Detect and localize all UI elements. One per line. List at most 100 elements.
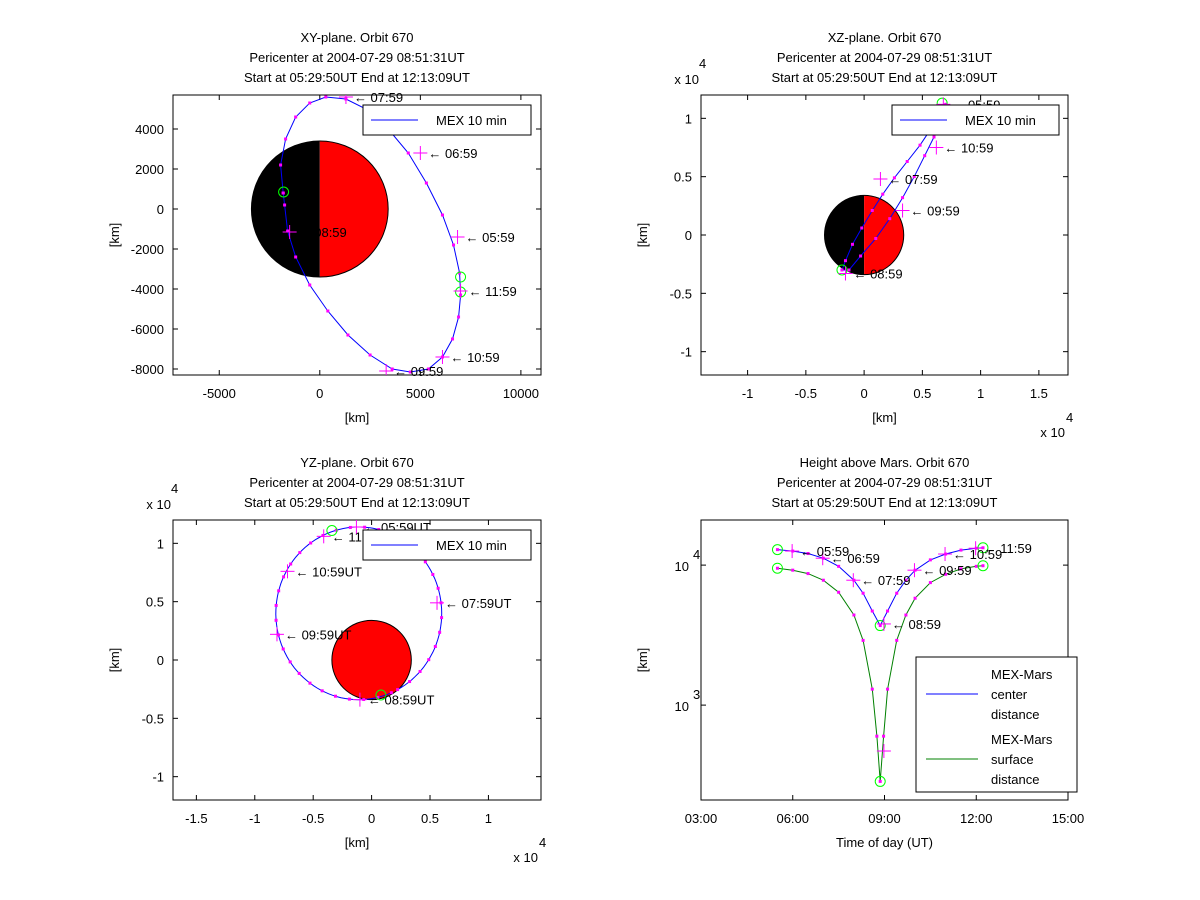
x-multiplier: x 10 <box>513 850 538 865</box>
y-axis-label: [km] <box>635 223 650 248</box>
chart-title-line: Pericenter at 2004-07-29 08:51:31UT <box>777 50 992 65</box>
time-label: ← 09:59 <box>911 204 960 219</box>
series-dot <box>944 572 948 576</box>
orbit-dot <box>438 630 442 634</box>
orbit-dot <box>408 680 412 684</box>
x-tick-label: 0 <box>368 811 375 826</box>
series-dot <box>870 609 874 613</box>
legend-label: MEX-Mars <box>991 667 1053 682</box>
orbit-dot <box>843 259 847 263</box>
x-tick-label: 0.5 <box>913 386 931 401</box>
time-label: ← 09:59 <box>394 364 443 379</box>
orbit-dot <box>396 688 400 692</box>
y-tick-label: 10 <box>675 559 689 574</box>
orbit-dot <box>346 333 350 337</box>
marker-circle <box>874 620 886 632</box>
mars-disk <box>331 619 412 701</box>
series-dot <box>928 558 932 562</box>
orbit-dot <box>288 660 292 664</box>
series-dot <box>878 779 882 783</box>
x-axis-label: [km] <box>345 835 370 850</box>
x-tick-label: 0.5 <box>421 811 439 826</box>
orbit-dot <box>320 689 324 693</box>
time-label: ← 11:59 <box>469 284 517 299</box>
x-tick-label: 15:00 <box>1052 811 1085 826</box>
y-tick-exponent: 4 <box>693 547 700 562</box>
x-multiplier: x 10 <box>1040 425 1065 440</box>
x-axis-label: [km] <box>872 410 897 425</box>
x-tick-label: -0.5 <box>795 386 817 401</box>
marker-circle <box>874 775 886 787</box>
marker-circle <box>326 525 338 536</box>
time-label: ← 09:59UT <box>285 627 352 642</box>
x-multiplier-exponent: 4 <box>539 835 546 850</box>
orbit-dot <box>433 644 437 648</box>
time-label: ← 08:59 <box>853 267 902 282</box>
series-line <box>777 565 984 782</box>
series-dot <box>878 624 882 628</box>
x-tick-label: 0 <box>860 386 867 401</box>
mars-outline <box>250 140 389 278</box>
series-dot <box>806 552 810 556</box>
y-tick-label: 10 <box>675 699 689 714</box>
orbit-dot <box>418 669 422 673</box>
series-dot <box>837 564 841 568</box>
series-dot <box>895 638 899 642</box>
chart-title-line: YZ-plane. Orbit 670 <box>300 455 413 470</box>
y-tick-label: -8000 <box>131 362 164 377</box>
time-label: ← 05:59 <box>800 544 849 559</box>
time-label: ← 07:59 <box>354 90 403 105</box>
y-tick-label: -1 <box>680 345 692 360</box>
chart-title-line: Start at 05:29:50UT End at 12:13:09UT <box>772 495 998 510</box>
series-dot <box>775 566 779 570</box>
orbit-dot <box>888 217 892 221</box>
orbit-dot <box>436 586 440 590</box>
orbit-dot <box>289 562 293 566</box>
orbit-dot <box>892 176 896 180</box>
orbit-dot <box>308 681 312 685</box>
time-label: ← 08:59 <box>298 225 347 240</box>
x-tick-label: 12:00 <box>960 811 993 826</box>
x-tick-label: 10000 <box>503 386 539 401</box>
orbit-dot <box>283 203 287 207</box>
series-dot <box>870 687 874 691</box>
orbit-dot <box>408 370 412 374</box>
orbit-dot <box>881 192 885 196</box>
series-dot <box>904 578 908 582</box>
y-tick-label: -6000 <box>131 322 164 337</box>
y-tick-label: 1 <box>685 111 692 126</box>
y-axis-label: [km] <box>635 648 650 673</box>
marker-circle <box>278 186 290 198</box>
chart-title-line: Height above Mars. Orbit 670 <box>800 455 970 470</box>
time-label: ← 10:59UT <box>295 564 362 579</box>
x-tick-label: 06:00 <box>776 811 809 826</box>
x-tick-label: 1 <box>977 386 984 401</box>
marker-circle <box>977 560 989 572</box>
mars-night-side <box>824 195 865 275</box>
orbit-dot <box>458 271 462 275</box>
x-tick-label: 1.5 <box>1030 386 1048 401</box>
orbit-dot <box>426 367 430 371</box>
orbit-dot <box>424 181 428 185</box>
series-dot <box>882 734 886 738</box>
x-tick-label: 5000 <box>406 386 435 401</box>
orbit-dot <box>298 551 302 555</box>
orbit-dot <box>363 525 367 529</box>
orbit-dot <box>282 575 286 579</box>
orbit-dot <box>286 229 290 233</box>
chart-title-line: Start at 05:29:50UT End at 12:13:09UT <box>772 70 998 85</box>
series-dot <box>852 613 856 617</box>
orbit-dot <box>389 691 393 695</box>
orbit-dot <box>376 695 380 699</box>
series-dot <box>791 568 795 572</box>
y-multiplier-exponent: 4 <box>171 481 178 496</box>
orbit-dot <box>281 647 285 651</box>
time-label: ← 06:59 <box>831 551 880 566</box>
orbit-dot <box>333 694 337 698</box>
legend: MEX-Mars center distance MEX-Mars surface dis… <box>915 656 1078 793</box>
chart-xz: XZ-plane. Orbit 670 Pericenter at 2004-07… <box>635 30 1073 440</box>
orbit-dot <box>932 135 936 139</box>
x-tick-label: 0 <box>316 386 323 401</box>
series-dot <box>875 734 879 738</box>
